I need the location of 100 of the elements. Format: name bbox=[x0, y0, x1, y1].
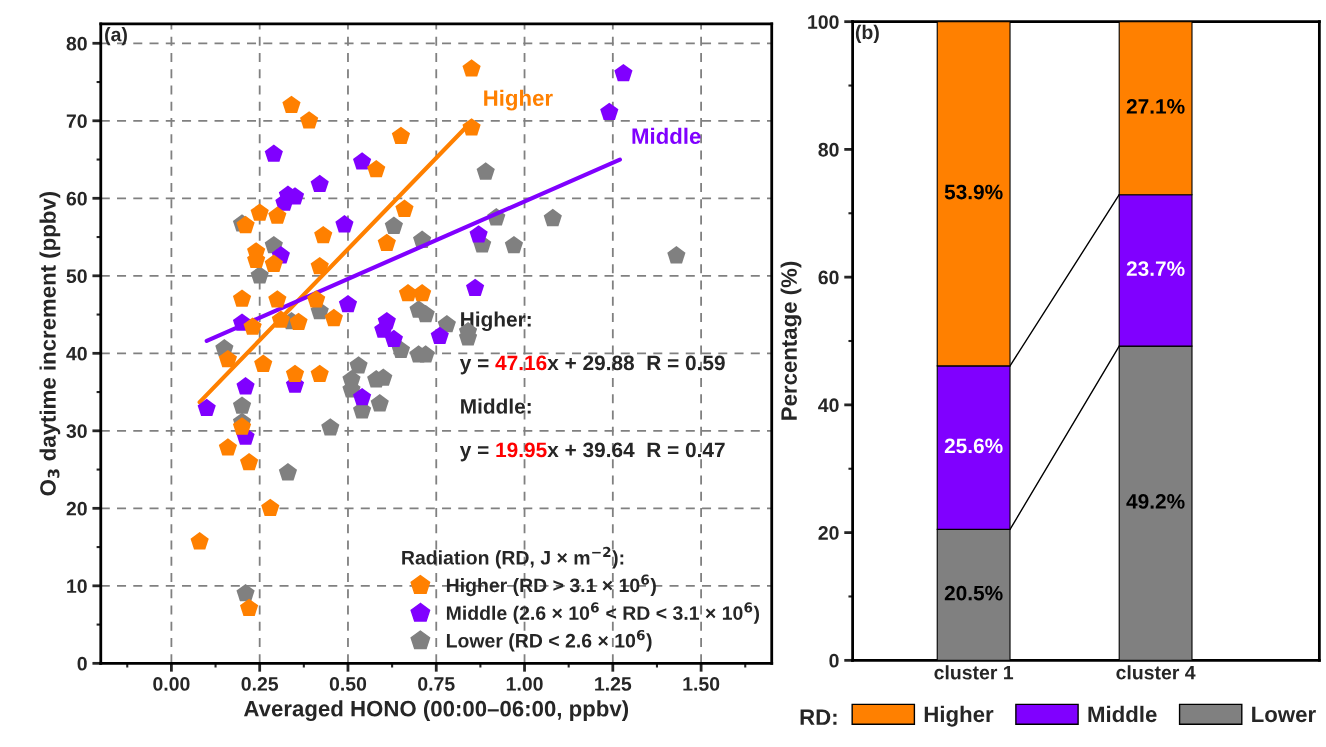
point bbox=[232, 417, 252, 435]
point bbox=[667, 246, 686, 264]
chart-title: (a) bbox=[105, 27, 127, 46]
point bbox=[239, 453, 259, 471]
point bbox=[282, 95, 301, 114]
point bbox=[250, 266, 269, 284]
legend-title: RD: bbox=[800, 709, 837, 725]
legend-label: Middle bbox=[1088, 705, 1157, 723]
point bbox=[243, 317, 262, 335]
y-tick-label: 60 bbox=[818, 270, 839, 285]
point bbox=[271, 310, 290, 328]
point bbox=[384, 329, 403, 348]
point bbox=[310, 364, 329, 382]
annotation: y = 19.95x + 39.64 R = 0.47 bbox=[459, 442, 725, 462]
point bbox=[264, 144, 283, 162]
x-tick-label: 0.75 bbox=[418, 677, 455, 691]
point bbox=[476, 162, 495, 180]
point bbox=[300, 111, 319, 129]
point bbox=[236, 215, 255, 234]
point bbox=[261, 498, 280, 517]
x-tick-label: cluster 1 bbox=[934, 665, 1014, 680]
y-tick-label: 50 bbox=[66, 269, 87, 284]
point bbox=[250, 203, 269, 221]
point bbox=[370, 394, 389, 412]
point bbox=[310, 174, 329, 193]
point bbox=[190, 532, 209, 550]
point bbox=[430, 326, 449, 344]
point bbox=[395, 199, 414, 217]
series-label: Higher bbox=[484, 89, 553, 111]
point bbox=[268, 206, 287, 224]
data-label: 23.7% bbox=[1126, 261, 1185, 277]
point bbox=[462, 118, 481, 136]
point bbox=[324, 308, 343, 327]
point bbox=[600, 102, 619, 121]
point bbox=[278, 463, 298, 481]
point bbox=[377, 233, 396, 251]
data-label: 27.1% bbox=[1126, 99, 1185, 114]
x-tick-label: 1.00 bbox=[506, 677, 543, 691]
y-tick-label: 10 bbox=[67, 579, 87, 594]
legend-label: Higher bbox=[924, 705, 994, 727]
y-tick-label: 100 bbox=[808, 15, 839, 29]
y-tick-label: 80 bbox=[66, 36, 87, 51]
point bbox=[352, 152, 372, 170]
chart-title: (b) bbox=[855, 24, 879, 43]
annotation: Middle: bbox=[461, 398, 531, 414]
x-axis-title: Averaged HONO (00:00–06:00, ppbv) bbox=[243, 700, 629, 722]
data-label: 53.9% bbox=[944, 184, 1003, 200]
point bbox=[416, 304, 435, 323]
point bbox=[352, 387, 372, 406]
point bbox=[239, 598, 259, 617]
point bbox=[268, 290, 287, 308]
point bbox=[398, 284, 418, 302]
y-tick-label: 20 bbox=[66, 501, 87, 516]
y-tick-label: 20 bbox=[818, 526, 839, 540]
y-tick-label: 80 bbox=[818, 142, 839, 157]
point bbox=[465, 278, 485, 296]
point bbox=[338, 294, 358, 313]
point bbox=[236, 584, 255, 602]
y-axis-title: O$_{3}$ daytime increment (ppbv) bbox=[39, 191, 61, 496]
point bbox=[310, 256, 329, 275]
y-tick-label: 40 bbox=[66, 346, 87, 361]
y-tick-label: 30 bbox=[66, 424, 87, 439]
series-label: Middle bbox=[632, 127, 701, 145]
x-tick-label: 0.50 bbox=[329, 677, 367, 691]
legend-label: Lower bbox=[1252, 706, 1316, 723]
point bbox=[384, 216, 403, 234]
x-tick-label: 1.50 bbox=[683, 677, 720, 691]
point bbox=[391, 126, 411, 145]
point bbox=[197, 398, 216, 417]
point bbox=[289, 312, 308, 331]
legend-title: Radiation (RD, J × m$^{−2}$): bbox=[402, 546, 624, 569]
point bbox=[469, 225, 488, 243]
y-tick-label: 0 bbox=[829, 653, 839, 668]
data-label: 25.6% bbox=[944, 438, 1003, 454]
point bbox=[314, 225, 333, 244]
annotation: y = 47.16x + 29.88 R = 0.59 bbox=[459, 355, 725, 375]
point bbox=[321, 418, 340, 436]
y-axis-title: Percentage (%) bbox=[780, 261, 802, 420]
point bbox=[614, 63, 633, 82]
data-label: 20.5% bbox=[944, 585, 1003, 601]
y-tick-label: 0 bbox=[77, 656, 87, 671]
x-tick-label: 0.00 bbox=[153, 677, 190, 691]
point bbox=[264, 254, 283, 272]
point bbox=[335, 215, 354, 233]
point bbox=[232, 396, 252, 414]
data-label: 49.2% bbox=[1126, 494, 1185, 509]
point bbox=[307, 290, 326, 308]
y-tick-label: 60 bbox=[66, 191, 87, 206]
legend-label: Middle (2.6 × 10$^{6}$ < RD < 3.1 × 10$^{6}$) bbox=[446, 602, 760, 624]
point bbox=[413, 284, 432, 302]
x-tick-label: 0.25 bbox=[241, 677, 279, 691]
x-tick-label: 1.25 bbox=[595, 677, 632, 691]
point bbox=[543, 208, 562, 227]
point bbox=[504, 236, 524, 254]
point bbox=[254, 354, 273, 372]
point bbox=[462, 59, 481, 77]
point bbox=[367, 160, 386, 178]
point bbox=[218, 349, 238, 368]
point bbox=[437, 315, 456, 333]
point bbox=[218, 438, 238, 456]
